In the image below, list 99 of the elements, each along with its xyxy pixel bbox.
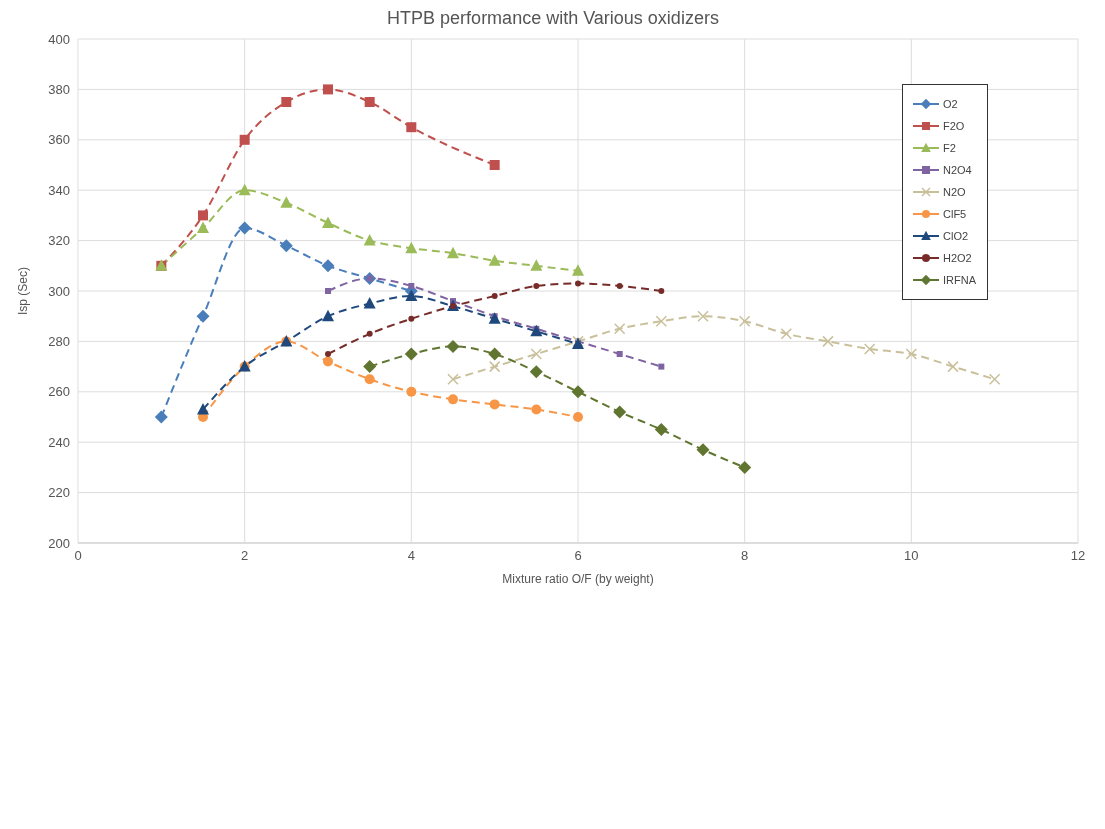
point (197, 221, 209, 233)
x-tick-label: 4 (407, 548, 415, 564)
point (408, 282, 415, 289)
point (571, 385, 585, 399)
point (321, 259, 335, 273)
point (988, 373, 1001, 385)
y-tick-label: 240 (48, 434, 70, 450)
y-tick-label: 220 (48, 485, 70, 501)
chart-title: HTPB performance with Various oxidizers (386, 8, 720, 29)
x-tick-label: 10 (904, 548, 919, 564)
point (822, 335, 834, 348)
point (533, 282, 540, 289)
point (530, 348, 543, 360)
point (738, 315, 751, 327)
point (616, 282, 623, 289)
point (364, 97, 375, 107)
point (529, 365, 543, 379)
point (363, 360, 377, 374)
point (408, 315, 415, 322)
y-tick-label: 300 (48, 283, 70, 299)
point (196, 309, 210, 323)
point (863, 343, 876, 355)
point (405, 241, 418, 254)
y-axis-title: Isp (Sec) (16, 266, 31, 316)
y-tick-label: 360 (48, 132, 70, 148)
y-tick-label: 380 (48, 82, 70, 98)
legend-label: F2O (943, 120, 965, 132)
point (572, 264, 584, 276)
point (488, 312, 501, 324)
legend-label: IRFNA (943, 274, 976, 286)
point (738, 460, 752, 474)
point (613, 405, 627, 419)
point (447, 373, 459, 385)
point (404, 347, 418, 361)
point (616, 351, 623, 357)
y-tick-label: 200 (48, 535, 70, 551)
point (238, 221, 252, 235)
point (905, 348, 918, 360)
point (239, 134, 250, 145)
point (323, 356, 333, 367)
point (488, 347, 502, 361)
point (947, 360, 959, 373)
x-tick-label: 0 (74, 548, 82, 564)
point (406, 122, 417, 133)
y-tick-label: 340 (48, 182, 70, 198)
point (281, 97, 292, 107)
point (325, 288, 331, 294)
point (363, 234, 376, 246)
point (280, 196, 293, 208)
point (447, 246, 459, 259)
point (323, 84, 333, 95)
point (363, 297, 376, 309)
point (489, 160, 500, 170)
legend-label: H2O2 (943, 252, 972, 264)
legend-label: ClF5 (943, 208, 967, 220)
point (279, 239, 293, 253)
point (696, 443, 710, 457)
point (658, 363, 665, 370)
y-tick-label: 400 (48, 31, 70, 47)
y-tick-label: 280 (48, 334, 70, 350)
x-tick-label: 6 (574, 548, 582, 564)
point (697, 310, 709, 322)
legend-label: ClO2 (943, 230, 969, 242)
x-tick-label: 8 (741, 548, 749, 564)
legend-label: N2O (943, 186, 966, 198)
point (366, 330, 373, 337)
point (364, 374, 375, 385)
point (405, 289, 418, 302)
point (448, 394, 458, 405)
point (488, 254, 501, 266)
point (488, 360, 501, 373)
point (654, 423, 668, 437)
x-tick-label: 2 (241, 548, 249, 564)
y-tick-label: 260 (48, 384, 70, 400)
legend-label: N2O4 (943, 164, 972, 176)
x-axis-title: Mixture ratio O/F (by weight) (502, 572, 654, 586)
point (530, 259, 543, 271)
x-tick-label: 12 (1070, 548, 1086, 564)
point (613, 323, 626, 335)
point (154, 410, 168, 424)
point (238, 183, 251, 196)
point (530, 324, 543, 337)
point (322, 216, 334, 228)
legend-label: F2 (943, 142, 956, 154)
point (446, 339, 460, 353)
point (573, 412, 583, 422)
point (655, 315, 668, 327)
point (575, 280, 581, 287)
point (531, 404, 542, 415)
point (406, 386, 417, 397)
y-tick-label: 320 (48, 233, 70, 249)
legend-label: O2 (943, 98, 958, 110)
point (325, 351, 331, 357)
point (491, 293, 498, 300)
point (780, 328, 793, 340)
point (322, 309, 334, 322)
point (658, 288, 665, 294)
point (198, 210, 208, 221)
point (489, 399, 500, 410)
